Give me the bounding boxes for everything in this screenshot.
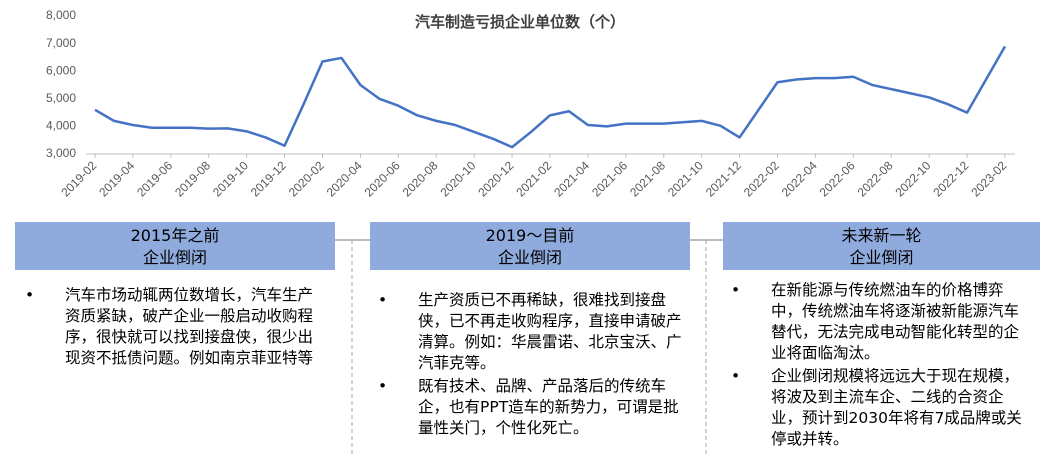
x-tick-label: 2021-10 xyxy=(665,158,706,199)
y-tick-label: 8,000 xyxy=(46,8,76,22)
panel-body: • 在新能源与传统燃油车的价格博弈中，传统燃油车将逐渐被新能源汽车替代，无法完成电… xyxy=(731,280,1033,452)
panel-body: • 汽车市场动辄两位数增长，汽车生产资质紧缺，破产企业一般启动收购程序，很快就可以… xyxy=(25,285,327,371)
x-tick-label: 2022-08 xyxy=(855,158,896,199)
bullet-item: • 在新能源与传统燃油车的价格博弈中，传统燃油车将逐渐被新能源汽车替代，无法完成电… xyxy=(731,280,1033,364)
x-tick-label: 2020-08 xyxy=(400,158,441,199)
x-tick-label: 2021-04 xyxy=(551,158,592,199)
x-tick-label: 2019-02 xyxy=(58,158,99,199)
panel-title: 企业倒闭 xyxy=(142,248,207,267)
bullet-dot: • xyxy=(731,281,741,299)
panel-body: • 生产资质已不再稀缺，很难找到接盘侠，已不再走收购程序，直接申请破产清算。例如：… xyxy=(378,290,684,441)
bullet-item: • 生产资质已不再稀缺，很难找到接盘侠，已不再走收购程序，直接申请破产清算。例如：… xyxy=(378,290,684,374)
bullet-item: • 既有技术、品牌、产品落后的传统车企，也有PPT造车的新势力，可谓是批量性关门，… xyxy=(378,376,684,439)
bullet-dot: • xyxy=(378,377,388,395)
x-tick-label: 2019-04 xyxy=(96,158,137,199)
x-tick-label: 2020-02 xyxy=(286,158,327,199)
y-tick-label: 3,000 xyxy=(46,146,76,160)
bullet-dot: • xyxy=(25,286,35,304)
x-tick-label: 2020-04 xyxy=(324,158,365,199)
panel-title: 2019～目前 xyxy=(485,226,575,245)
bullet-text: 汽车市场动辄两位数增长，汽车生产资质紧缺，破产企业一般启动收购程序，很快就可以找… xyxy=(65,286,314,367)
panel-header: 2015年之前 企业倒闭 xyxy=(15,222,335,270)
panel-title: 2015年之前 xyxy=(130,226,220,245)
x-tick-label: 2023-02 xyxy=(968,158,1009,199)
panel-title: 未来新一轮 xyxy=(841,226,922,245)
x-tick-label: 2021-02 xyxy=(513,158,554,199)
x-tick-label: 2021-06 xyxy=(589,158,630,199)
y-tick-label: 5,000 xyxy=(46,91,76,105)
x-tick-label: 2020-10 xyxy=(437,158,478,199)
bullet-text: 企业倒闭规模将远远大于现在规模，将波及到主流车企、二线的合资企业，预计到2030… xyxy=(771,367,1022,448)
x-tick-label: 2019-08 xyxy=(172,158,213,199)
bullet-dot: • xyxy=(731,367,741,385)
x-tick-label: 2022-02 xyxy=(741,158,782,199)
panel-title: 企业倒闭 xyxy=(497,248,562,267)
bullet-item: • 汽车市场动辄两位数增长，汽车生产资质紧缺，破产企业一般启动收购程序，很快就可以… xyxy=(25,285,327,369)
panel-header: 2019～目前 企业倒闭 xyxy=(370,222,690,270)
x-tick-label: 2019-12 xyxy=(248,158,289,199)
x-tick-label: 2022-10 xyxy=(892,158,933,199)
bullet-item: • 企业倒闭规模将远远大于现在规模，将波及到主流车企、二线的合资企业，预计到203… xyxy=(731,366,1033,450)
x-tick-label: 2020-12 xyxy=(475,158,516,199)
x-tick-label: 2021-12 xyxy=(703,158,744,199)
x-tick-label: 2021-08 xyxy=(627,158,668,199)
chart-title: 汽车制造亏损企业单位数（个） xyxy=(415,13,625,31)
y-tick-label: 4,000 xyxy=(46,119,76,133)
y-tick-label: 7,000 xyxy=(46,36,76,50)
bullet-text: 既有技术、品牌、产品落后的传统车企，也有PPT造车的新势力，可谓是批量性关门，个… xyxy=(418,377,679,437)
x-tick-label: 2022-06 xyxy=(817,158,858,199)
y-tick-label: 6,000 xyxy=(46,63,76,77)
line-series xyxy=(94,45,1007,149)
panel-title: 企业倒闭 xyxy=(849,248,914,267)
bullet-text: 在新能源与传统燃油车的价格博弈中，传统燃油车将逐渐被新能源汽车替代，无法完成电动… xyxy=(771,281,1020,362)
x-tick-label: 2019-06 xyxy=(134,158,175,199)
x-tick-label: 2022-12 xyxy=(930,158,971,199)
panel-header: 未来新一轮 企业倒闭 xyxy=(723,222,1040,270)
bullet-text: 生产资质已不再稀缺，很难找到接盘侠，已不再走收购程序，直接申请破产清算。例如：华… xyxy=(418,291,682,372)
x-tick-label: 2019-10 xyxy=(210,158,251,199)
x-tick-label: 2022-04 xyxy=(779,158,820,199)
bullet-dot: • xyxy=(378,291,388,309)
x-tick-label: 2020-06 xyxy=(362,158,403,199)
